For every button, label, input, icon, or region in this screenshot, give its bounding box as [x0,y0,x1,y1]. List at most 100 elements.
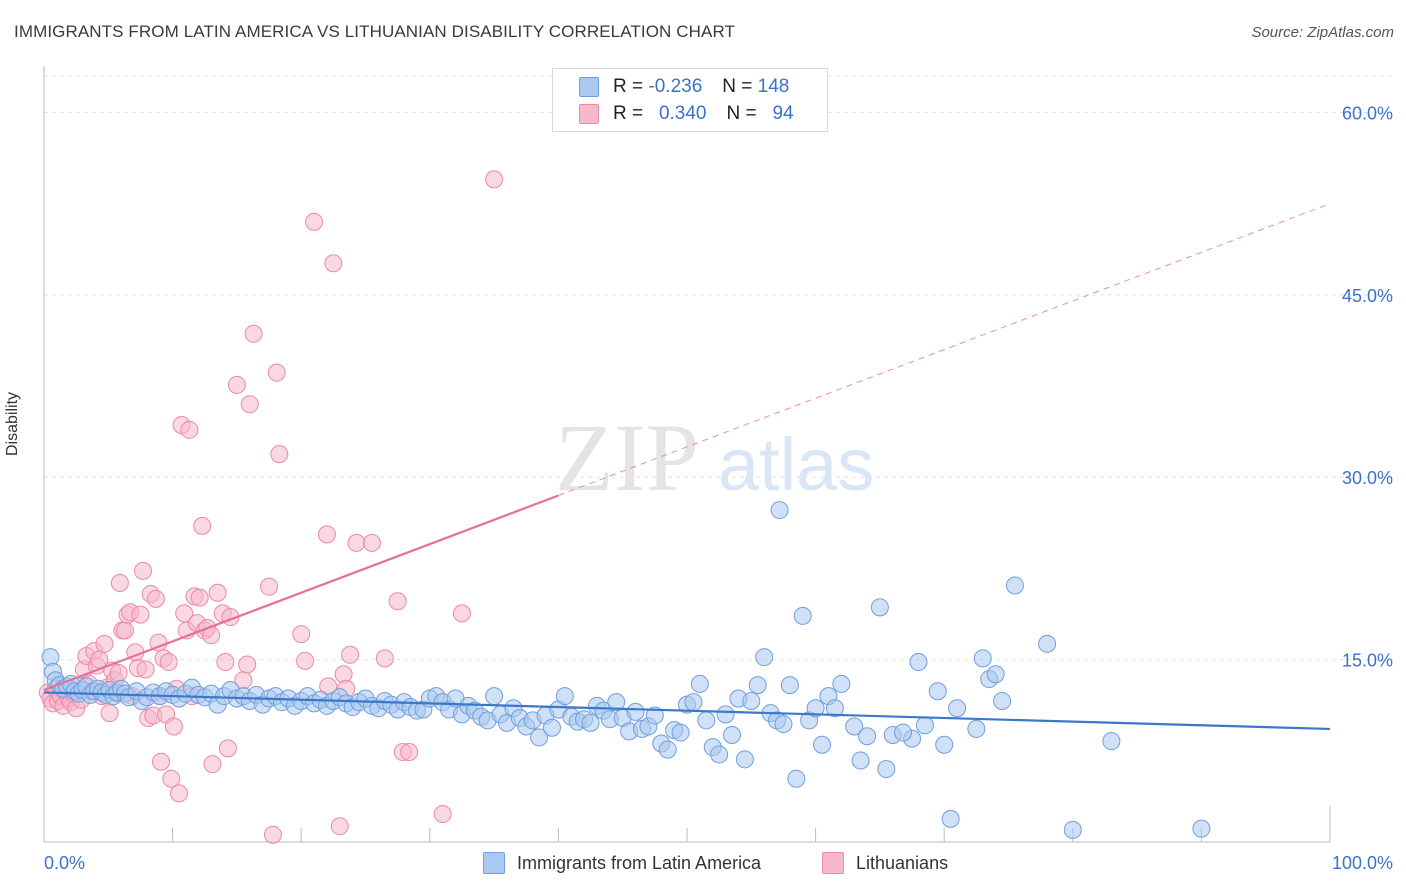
lithuanian-point [305,212,324,231]
r-value: -0.236 [648,76,703,97]
latin-america-point [658,740,677,759]
latin-america-point [735,750,754,769]
lithuanian-point [216,653,235,672]
lithuanian-point [170,784,189,803]
lithuanian-point [162,769,181,788]
latin-america-point [542,718,561,737]
latin-america-point [671,723,690,742]
lithuanian-point [116,621,135,640]
latin-america-point [710,745,729,764]
latin-america-point [645,706,664,725]
lithuanian-point [270,445,289,464]
latin-america-point [894,723,913,742]
lithuanian-point [208,583,227,602]
latin-america-point [858,727,877,746]
latin-america-point [1038,634,1057,653]
latin-america-point [941,809,960,828]
n-label: N = [726,103,757,124]
lithuanian-point [134,561,153,580]
latin-america-point [877,760,896,779]
latin-america-point [806,699,825,718]
chart-title: IMMIGRANTS FROM LATIN AMERICA VS LITHUAN… [14,22,735,41]
lithuanian-point [131,605,150,624]
watermark: ZIP atlas [555,404,874,511]
latin-america-point [485,687,504,706]
trend-lines [43,203,1331,731]
lithuanian-point [164,717,183,736]
latin-america-point [41,648,60,667]
latin-america-point [742,691,761,710]
latin-america-point [581,713,600,732]
lithuanian-point [146,589,165,608]
latin-america-point [607,693,626,712]
lithuanian-point [260,577,279,596]
latin-america-point [793,606,812,625]
latin-america-point [967,719,986,738]
y-tick-label: 15.0% [1342,651,1393,671]
legend-row-latin-america: R = -0.236 N = 148 [579,76,789,98]
lithuanian-point [452,604,471,623]
lithuanian-point [180,420,199,439]
lithuanian-point [388,592,407,611]
lithuanians-points [38,170,504,844]
latin-america-point [915,716,934,735]
lithuanian-point [296,651,315,670]
r-label: R = [613,103,644,124]
latin-america-point [748,676,767,695]
lithuanian-point [95,634,114,653]
latin-america-point [813,735,832,754]
lithuanian-point [400,743,419,762]
latin-america-trend [43,691,1331,731]
latin-america-point [993,691,1012,710]
y-tick-label: 60.0% [1342,103,1393,123]
latin-america-point [684,693,703,712]
latin-america-point [723,726,742,745]
lithuanian-point [292,625,311,644]
lithuanian-point [244,324,263,343]
latin-america-point [555,687,574,706]
x-tick-label: 100.0% [1332,853,1393,873]
n-label: N = [722,76,753,97]
latin-america-point [774,715,793,734]
latin-america-point [755,648,774,667]
lithuanian-point [362,533,381,552]
latin-america-point [832,674,851,693]
source-note: Source: ZipAtlas.com [1251,24,1394,41]
r-label: R = [613,76,644,97]
latin-america-point [697,711,716,730]
lithuanians-trend-extension [558,203,1331,496]
blue-swatch [483,852,505,874]
legend-row-lithuanians: R = 0.340 N = 94 [579,103,794,125]
y-axis-label: Disability [4,391,21,456]
axes [43,66,1331,843]
latin-america-point [626,702,645,721]
lithuanian-point [341,645,360,664]
y-tick-label: 45.0% [1342,286,1393,306]
legend-lithuanians: Lithuanians [822,852,948,874]
r-value: 0.340 [658,103,707,124]
latin-america-point [716,705,735,724]
lithuanian-point [203,755,222,774]
lithuanian-point [485,170,504,189]
latin-america-point [928,682,947,701]
lithuanian-point [433,805,452,824]
watermark-atlas: atlas [718,423,874,506]
latin-america-points [41,501,1211,839]
latin-america-point [825,699,844,718]
pink-swatch [579,104,599,124]
latin-america-point [690,674,709,693]
lithuanian-point [330,817,349,836]
n-value: 148 [757,76,790,97]
lithuanian-point [136,660,155,679]
latin-america-point [851,751,870,770]
latin-america-point [935,735,954,754]
y-tick-label: 30.0% [1342,468,1393,488]
latin-america-point [780,676,799,695]
lithuanian-point [190,588,209,607]
latin-america-point [870,598,889,617]
lithuanian-point [240,395,259,414]
latin-america-point [1005,576,1024,595]
latin-america-point [1192,819,1211,838]
lithuanian-point [347,533,366,552]
